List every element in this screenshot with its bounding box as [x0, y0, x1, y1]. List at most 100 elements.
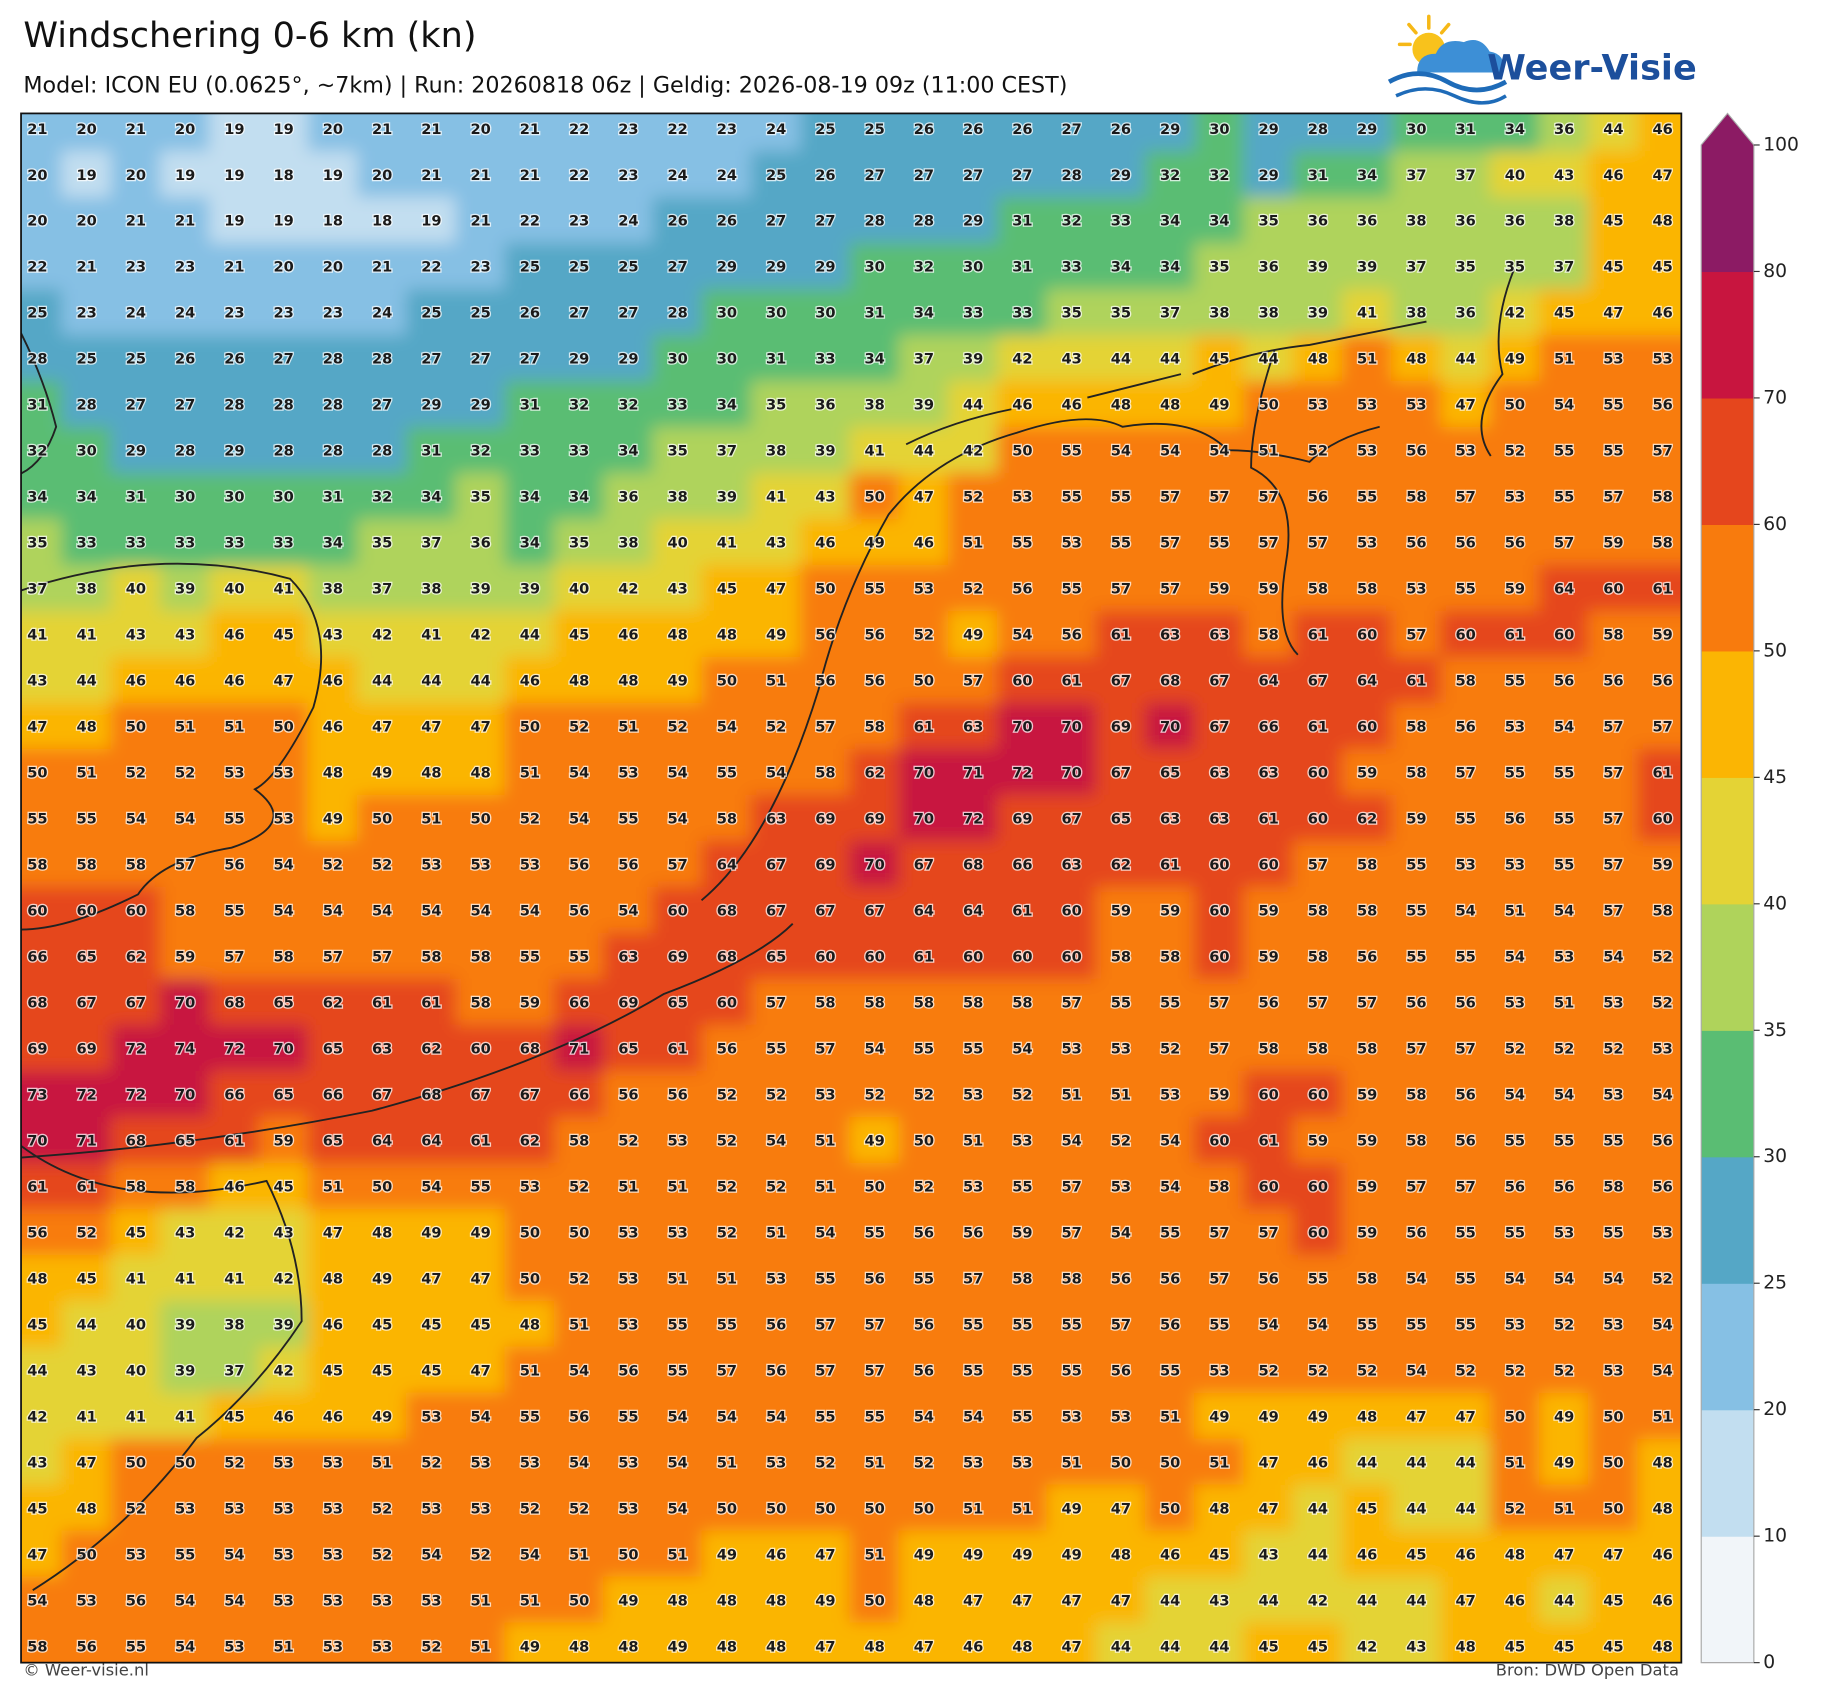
field-value: 55 — [1061, 489, 1081, 506]
field-cell — [603, 380, 654, 429]
field-cell — [159, 1162, 211, 1210]
field-value: 44 — [1554, 1592, 1574, 1609]
field-cell — [603, 1576, 654, 1624]
field-cell — [701, 426, 753, 475]
field-cell — [1341, 932, 1393, 981]
field-value: 68 — [1160, 673, 1180, 690]
field-cell — [1243, 1622, 1294, 1663]
field-value: 53 — [1061, 535, 1081, 552]
field-cell — [1588, 288, 1639, 337]
field-cell — [750, 610, 802, 659]
field-cell — [553, 334, 605, 383]
field-value: 36 — [1455, 213, 1475, 230]
field-cell — [110, 518, 162, 567]
field-value: 61 — [1258, 1133, 1278, 1150]
field-cell — [1440, 1070, 1491, 1118]
field-value: 54 — [815, 1225, 835, 1242]
field-value: 66 — [27, 949, 47, 966]
field-value: 65 — [1111, 811, 1131, 828]
field-cell — [504, 1530, 556, 1578]
field-value: 46 — [1652, 1546, 1672, 1563]
field-value: 60 — [1258, 1179, 1278, 1196]
field-cell — [997, 702, 1048, 751]
field-cell — [603, 1208, 654, 1256]
field-cell — [652, 932, 703, 981]
field-cell — [652, 1346, 703, 1394]
field-value: 57 — [1258, 535, 1278, 552]
field-cell — [504, 1162, 556, 1210]
field-cell — [61, 1162, 112, 1210]
field-cell — [406, 197, 457, 245]
field-cell — [898, 1484, 950, 1532]
field-cell — [1489, 288, 1541, 337]
field-value: 21 — [27, 121, 47, 138]
field-value: 36 — [1554, 121, 1574, 138]
field-cell — [1144, 748, 1196, 797]
field-cell — [356, 886, 408, 935]
field-cell — [1637, 610, 1682, 659]
field-cell — [61, 748, 112, 797]
field-value: 33 — [963, 305, 983, 322]
field-cell — [209, 564, 260, 613]
field-value: 31 — [323, 489, 343, 506]
field-value: 27 — [372, 397, 392, 414]
field-value: 54 — [520, 903, 540, 920]
field-cell — [800, 702, 851, 751]
field-value: 55 — [914, 1041, 934, 1058]
field-cell — [1341, 113, 1393, 153]
field-value: 46 — [1357, 1546, 1377, 1563]
field-value: 60 — [1308, 1179, 1328, 1196]
field-value: 50 — [1505, 397, 1525, 414]
field-cell — [209, 426, 260, 475]
field-cell — [701, 197, 753, 245]
field-value: 57 — [1406, 1041, 1426, 1058]
field-value: 54 — [569, 811, 589, 828]
field-value: 53 — [1554, 1225, 1574, 1242]
field-value: 46 — [618, 627, 638, 644]
field-cell — [1341, 151, 1393, 199]
field-value: 48 — [618, 673, 638, 690]
field-cell — [455, 1116, 506, 1164]
field-value: 47 — [1455, 397, 1475, 414]
field-cell — [356, 1070, 408, 1118]
field-value: 50 — [1603, 1408, 1623, 1425]
field-value: 59 — [1012, 1225, 1032, 1242]
field-cell — [603, 243, 654, 291]
field-cell — [1095, 610, 1147, 659]
field-cell — [1489, 1622, 1541, 1663]
field-cell — [209, 1392, 260, 1440]
field-value: 55 — [470, 1179, 490, 1196]
field-value: 53 — [618, 1317, 638, 1334]
field-value: 52 — [717, 1225, 737, 1242]
field-value: 43 — [27, 673, 47, 690]
field-cell — [1637, 840, 1682, 889]
field-value: 54 — [1554, 719, 1574, 736]
field-cell — [1243, 840, 1294, 889]
field-value: 51 — [1652, 1408, 1672, 1425]
field-value: 53 — [618, 765, 638, 782]
field-cell — [258, 151, 309, 199]
field-value: 46 — [323, 673, 343, 690]
field-cell — [800, 472, 851, 521]
field-value: 55 — [520, 949, 540, 966]
field-value: 36 — [470, 535, 490, 552]
field-cell — [1292, 518, 1344, 567]
field-value: 54 — [1603, 1271, 1623, 1288]
field-value: 48 — [27, 1271, 47, 1288]
field-cell — [1243, 886, 1294, 935]
field-value: 55 — [1209, 535, 1229, 552]
field-value: 52 — [1012, 1087, 1032, 1104]
field-value: 52 — [864, 1087, 884, 1104]
field-cell — [1194, 1070, 1245, 1118]
field-cell — [553, 886, 605, 935]
field-value: 63 — [1209, 627, 1229, 644]
field-cell — [1538, 656, 1590, 705]
field-value: 73 — [27, 1087, 47, 1104]
field-cell — [750, 288, 802, 337]
field-cell — [1243, 1300, 1294, 1348]
field-cell — [1391, 1300, 1442, 1348]
field-value: 51 — [1357, 351, 1377, 368]
field-value: 54 — [421, 1179, 441, 1196]
field-cell — [307, 151, 359, 199]
field-value: 48 — [421, 765, 441, 782]
